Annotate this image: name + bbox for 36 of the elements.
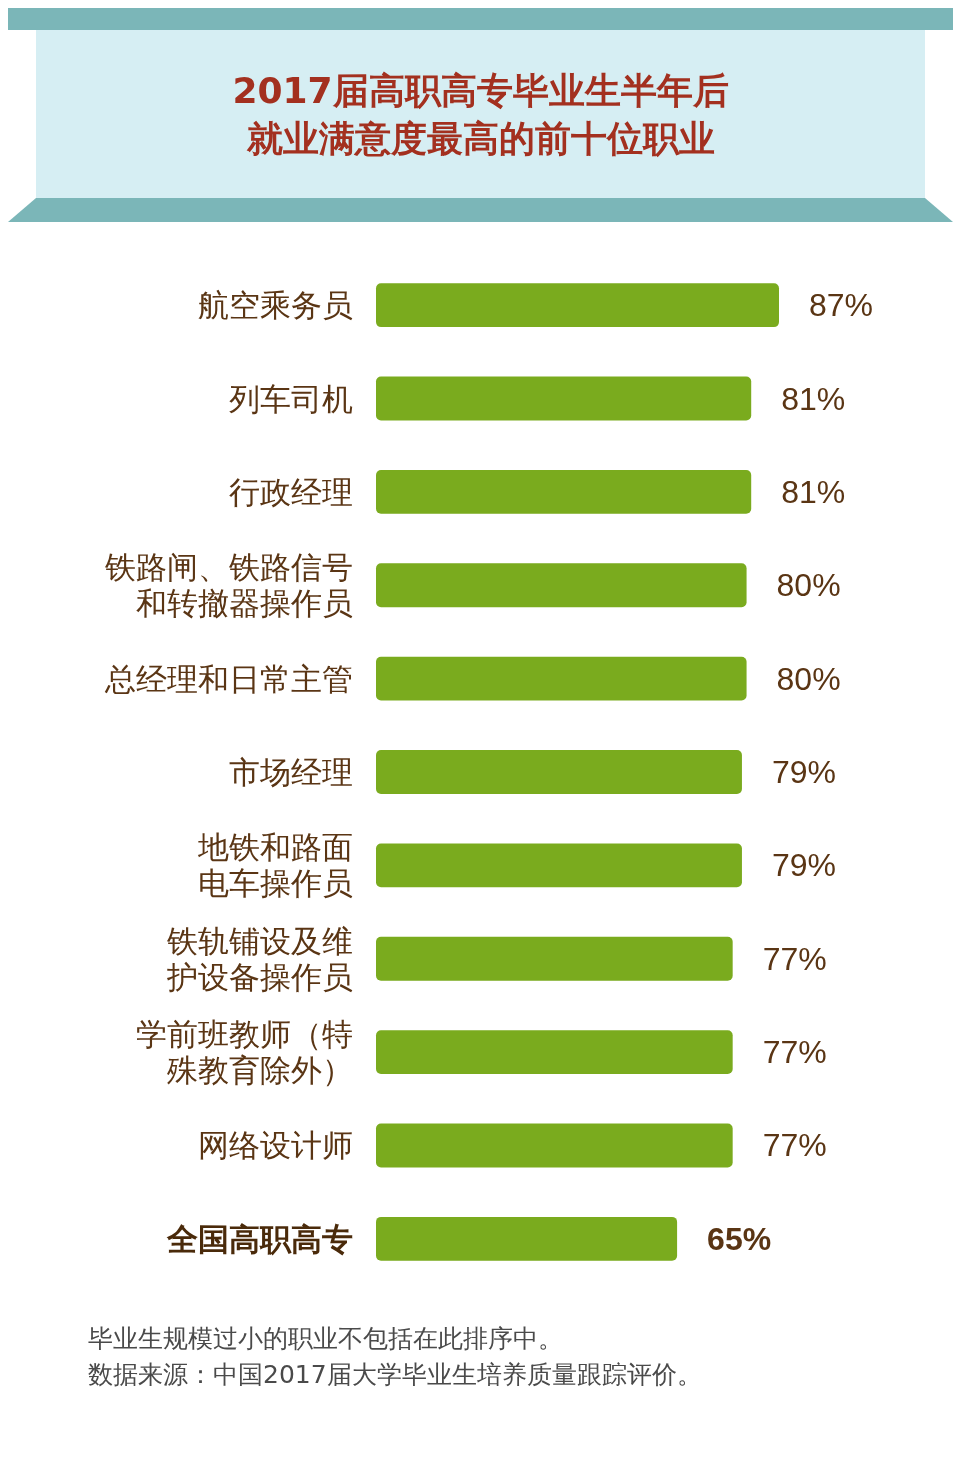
data-label: 65%: [707, 1220, 772, 1257]
bar: [376, 1123, 733, 1168]
data-label: 80%: [776, 660, 841, 697]
y-tick-label: 总经理和日常主管: [104, 660, 353, 697]
y-tick-label: 网络设计师: [198, 1127, 353, 1164]
bar: [376, 843, 742, 888]
y-tick-label: 行政经理: [229, 473, 353, 510]
data-label: 81%: [781, 473, 846, 510]
data-label: 79%: [771, 754, 836, 790]
bar: [376, 376, 752, 421]
bar: [376, 563, 747, 608]
data-label: 77%: [762, 940, 827, 977]
bar: [376, 936, 733, 981]
bar: [376, 283, 779, 328]
y-tick-label: 全国高职高专: [166, 1220, 353, 1257]
text: 毕业生规模过小的职业不包括在此排序中。: [88, 1323, 563, 1353]
data-label: 77%: [762, 1127, 827, 1164]
y-tick-label: 地铁和路面电车操作员: [197, 829, 353, 902]
y-tick-label: 铁路闸、铁路信号和转撤器操作员: [104, 549, 353, 622]
data-label: 79%: [771, 847, 836, 884]
y-tick-label: 列车司机: [229, 380, 353, 417]
y-tick-label: 铁轨铺设及维护设备操作员: [166, 922, 353, 995]
y-tick-label: 航空乘务员: [198, 287, 353, 324]
source-note: 数据来源：中国2017届大学毕业生培养质量跟踪评价。: [88, 1359, 702, 1389]
data-label: 87%: [809, 287, 874, 324]
chart-title: 2017届高职高专毕业生半年后就业满意度最高的前十位职业: [232, 69, 729, 159]
data-label: 80%: [776, 567, 841, 604]
bar: [376, 656, 747, 701]
data-label: 77%: [762, 1034, 827, 1071]
y-tick-label: 学前班教师（特殊教育除外）: [136, 1016, 353, 1089]
bar: [376, 1030, 733, 1075]
bar: [376, 1216, 678, 1261]
data-label: 81%: [781, 380, 846, 417]
y-tick-label: 市场经理: [229, 754, 353, 790]
bar: [376, 750, 742, 794]
bar: [376, 469, 752, 514]
